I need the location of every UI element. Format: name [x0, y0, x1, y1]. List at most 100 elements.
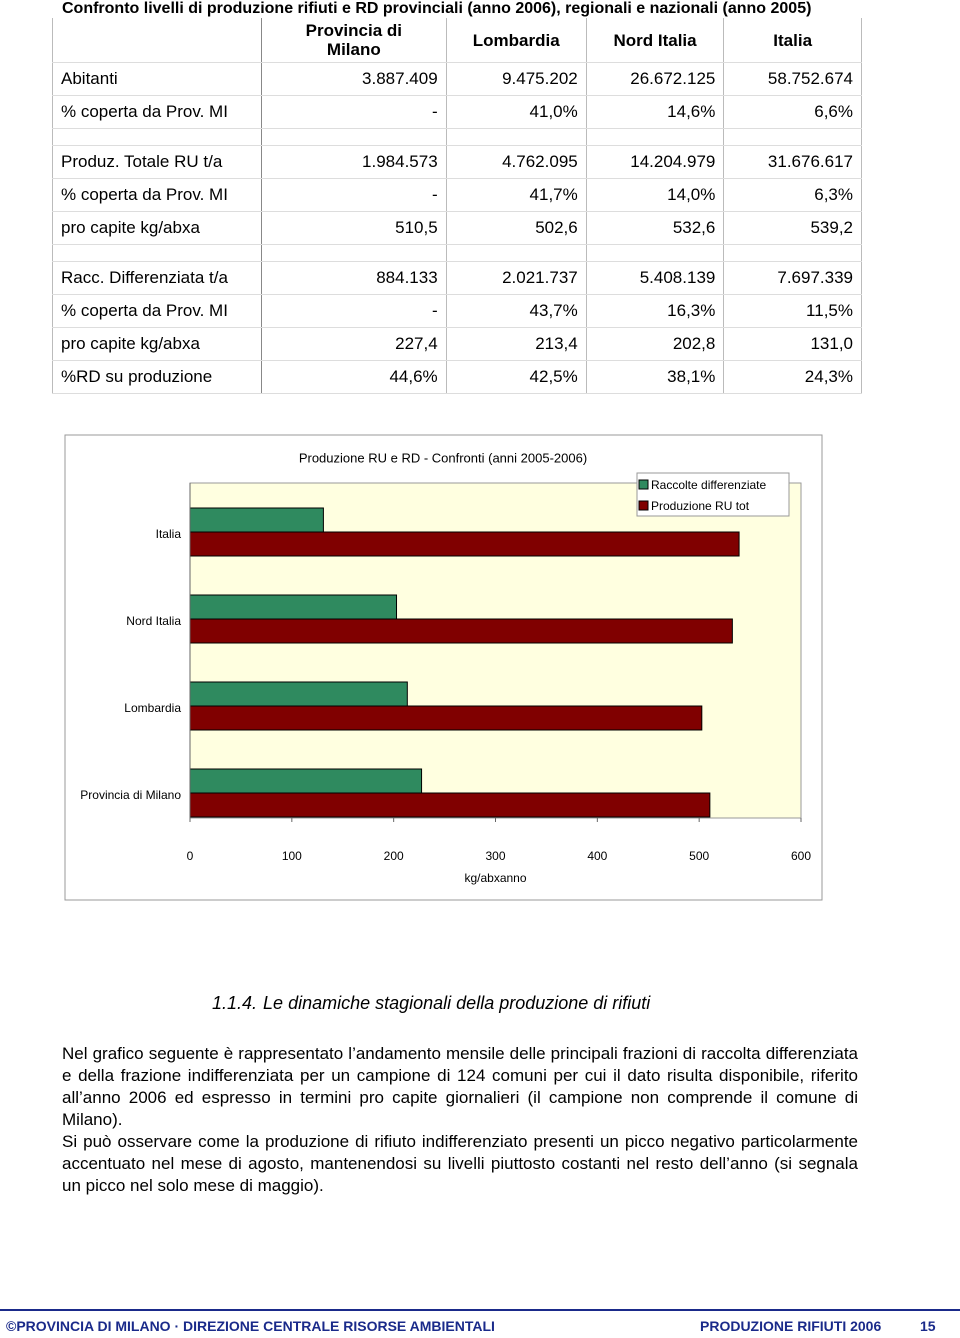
cell	[52, 18, 262, 63]
bar	[189, 705, 703, 731]
cell: 31.676.617	[723, 145, 862, 179]
bar	[189, 594, 398, 620]
legend-box	[636, 472, 790, 517]
cell: 227,4	[261, 327, 447, 361]
cell: 539,2	[723, 211, 862, 245]
row-label: Produz. Totale RU t/a	[52, 145, 262, 179]
cell: 41,0%	[445, 95, 587, 129]
cell	[585, 244, 725, 262]
x-tick-label: 500	[689, 849, 709, 863]
chart-frame	[64, 434, 823, 901]
table-row: % coperta da Prov. MI -41,0% 14,6% 6,6%	[52, 95, 862, 129]
row-label: % coperta da Prov. MI	[52, 178, 262, 212]
cell: 6,3%	[723, 178, 862, 212]
y-tick-label: Provincia di Milano	[80, 788, 181, 802]
cell	[52, 244, 262, 262]
bar	[189, 531, 740, 557]
cell	[52, 128, 262, 146]
table-row: % coperta da Prov. MI -41,7% 14,0% 6,3%	[52, 178, 862, 212]
cell: 1.984.573	[261, 145, 447, 179]
header-cell: Nord Italia	[585, 18, 725, 63]
cell	[445, 128, 587, 146]
row-label: Racc. Differenziata t/a	[52, 261, 262, 295]
cell: 3.887.409	[261, 62, 447, 96]
y-tick-label: Lombardia	[124, 701, 181, 715]
cell	[723, 244, 862, 262]
legend-label: Produzione RU tot	[651, 499, 750, 513]
header-text: Provincia di Milano	[305, 21, 403, 59]
cell: 4.762.095	[445, 145, 587, 179]
cell	[261, 244, 447, 262]
x-tick-label: 300	[485, 849, 505, 863]
cell: 14,6%	[585, 95, 725, 129]
cell: 58.752.674	[723, 62, 862, 96]
data-table: Confronto livelli di produzione rifiuti …	[52, 0, 862, 394]
paragraph: Nel grafico seguente è rappresentato l’a…	[62, 1044, 858, 1129]
section-number: 1.1.4.	[212, 993, 258, 1013]
bar	[189, 507, 324, 533]
table-row: Abitanti 3.887.409 9.475.202 26.672.125 58.7…	[52, 62, 862, 96]
x-tick-label: 0	[187, 849, 194, 863]
y-tick-label: Italia	[156, 527, 182, 541]
cell: 43,7%	[445, 294, 587, 328]
cell: -	[261, 95, 447, 129]
footer-rule	[0, 1309, 960, 1311]
section-title: Le dinamiche stagionali della produzione…	[263, 993, 651, 1013]
cell: 11,5%	[723, 294, 862, 328]
plot-area	[189, 482, 802, 819]
chart-title: Produzione RU e RD - Confronti (anni 200…	[299, 450, 587, 465]
cell: 510,5	[261, 211, 447, 245]
cell: 202,8	[585, 327, 725, 361]
x-tick-label: 400	[587, 849, 607, 863]
row-label: Abitanti	[52, 62, 262, 96]
cell: 884.133	[261, 261, 447, 295]
cell: 41,7%	[445, 178, 587, 212]
cell: 44,6%	[261, 360, 447, 394]
cell	[723, 128, 862, 146]
cell: 7.697.339	[723, 261, 862, 295]
bar	[189, 618, 733, 644]
header-cell: Italia	[723, 18, 862, 63]
cell: 5.408.139	[585, 261, 725, 295]
header-text: Italia	[773, 30, 813, 50]
header-text: Lombardia	[472, 30, 560, 50]
cell: 2.021.737	[445, 261, 587, 295]
bar	[189, 792, 711, 818]
x-tick-label: 100	[282, 849, 302, 863]
cell: 24,3%	[723, 360, 862, 394]
header-row: Provincia di Milano Lombardia Nord Italia I…	[52, 18, 862, 63]
paragraph: Si può osservare come la produzione di r…	[62, 1132, 858, 1195]
footer-right: PRODUZIONE RIFIUTI 2006	[700, 1318, 882, 1334]
cell: 6,6%	[723, 95, 862, 129]
spacer-row	[52, 128, 862, 146]
cell	[261, 128, 447, 146]
legend-swatch	[638, 479, 649, 490]
page-number: 15	[920, 1318, 936, 1334]
header-text: Nord Italia	[613, 30, 697, 50]
table-row: Produz. Totale RU t/a 1.984.573 4.762.095 1…	[52, 145, 862, 179]
cell: -	[261, 178, 447, 212]
table-title: Confronto livelli di produzione rifiuti …	[62, 0, 812, 17]
y-tick-label: Nord Italia	[126, 614, 181, 628]
cell: 26.672.125	[585, 62, 725, 96]
bar	[189, 768, 423, 794]
cell: -	[261, 294, 447, 328]
cell: 9.475.202	[445, 62, 587, 96]
cell	[445, 244, 587, 262]
cell: 14.204.979	[585, 145, 725, 179]
x-tick-label: 200	[384, 849, 404, 863]
cell: 38,1%	[585, 360, 725, 394]
cell	[585, 128, 725, 146]
table-row: pro capite kg/abxa 227,4 213,4 202,8 131,0	[52, 327, 862, 361]
spacer-row	[52, 244, 862, 262]
table-row: Racc. Differenziata t/a 884.133 2.021.737 5…	[52, 261, 862, 295]
cell: 532,6	[585, 211, 725, 245]
row-label: % coperta da Prov. MI	[52, 294, 262, 328]
row-label: pro capite kg/abxa	[52, 327, 262, 361]
cell: 213,4	[445, 327, 587, 361]
row-label: pro capite kg/abxa	[52, 211, 262, 245]
cell: 131,0	[723, 327, 862, 361]
cell: 14,0%	[585, 178, 725, 212]
section-heading: 1.1.4. Le dinamiche stagionali della prod…	[212, 993, 650, 1014]
